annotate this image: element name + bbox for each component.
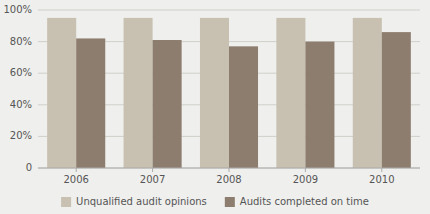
- bar: [124, 18, 153, 168]
- x-tick: [229, 168, 230, 172]
- x-axis: 2006 2007 2008 2009 2010: [38, 168, 420, 185]
- x-tick-label: 2006: [63, 174, 88, 185]
- bar: [353, 18, 382, 168]
- bar: [200, 18, 229, 168]
- bar: [382, 32, 411, 168]
- legend-label: Audits completed on time: [240, 196, 369, 207]
- y-tick-label: 20%: [10, 130, 32, 141]
- y-tick-label: 60%: [10, 67, 32, 78]
- x-tick: [76, 168, 77, 172]
- chart: 020%40%60%80%100%20062007200820092010Unq…: [0, 0, 430, 214]
- bars: [47, 18, 411, 168]
- y-axis: 0 20% 40% 60% 80% 100%: [3, 4, 32, 173]
- y-tick-label: 100%: [3, 4, 32, 15]
- x-tick: [381, 168, 382, 172]
- bar: [76, 38, 105, 168]
- x-tick-label: 2008: [216, 174, 241, 185]
- bar: [47, 18, 76, 168]
- legend-item: Audits completed on time: [225, 196, 369, 207]
- x-tick: [305, 168, 306, 172]
- y-tick-label: 80%: [10, 36, 32, 47]
- legend-item: Unqualified audit opinions: [61, 196, 207, 207]
- bar: [305, 42, 334, 168]
- bar: [229, 46, 258, 168]
- bar: [276, 18, 305, 168]
- legend: Unqualified audit opinions Audits complet…: [61, 196, 369, 207]
- grid-line: [38, 10, 420, 11]
- x-tick: [152, 168, 153, 172]
- legend-label: Unqualified audit opinions: [76, 196, 207, 207]
- bar: [153, 40, 182, 168]
- legend-swatch: [225, 197, 235, 207]
- legend-swatch: [61, 197, 71, 207]
- y-tick-label: 40%: [10, 99, 32, 110]
- x-tick-label: 2007: [140, 174, 165, 185]
- x-tick-label: 2010: [369, 174, 394, 185]
- y-tick-label: 0: [26, 162, 32, 173]
- x-tick-label: 2009: [293, 174, 318, 185]
- grid: [38, 10, 420, 168]
